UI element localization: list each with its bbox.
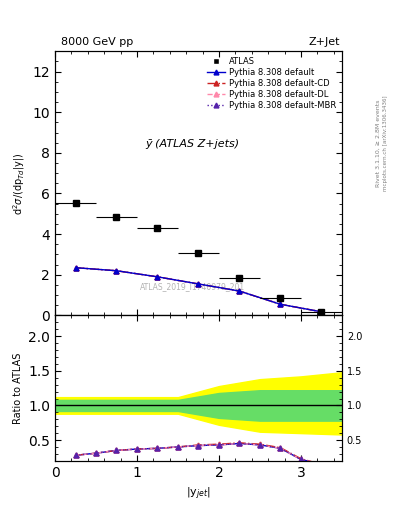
Text: Rivet 3.1.10, ≥ 2.8M events: Rivet 3.1.10, ≥ 2.8M events	[375, 100, 380, 187]
Y-axis label: d$^2$$\sigma$/(dp$_{Td}$|y|): d$^2$$\sigma$/(dp$_{Td}$|y|)	[11, 152, 27, 215]
Text: ATLAS_2019_I1740979_201: ATLAS_2019_I1740979_201	[140, 282, 245, 291]
Legend: ATLAS, Pythia 8.308 default, Pythia 8.308 default-CD, Pythia 8.308 default-DL, P: ATLAS, Pythia 8.308 default, Pythia 8.30…	[206, 55, 338, 112]
Text: ȳ (ATLAS Z+jets): ȳ (ATLAS Z+jets)	[146, 139, 240, 148]
X-axis label: |y$_{jet}$|: |y$_{jet}$|	[186, 485, 211, 502]
Text: 8000 GeV pp: 8000 GeV pp	[61, 37, 133, 47]
Text: Z+Jet: Z+Jet	[309, 37, 340, 47]
Y-axis label: Ratio to ATLAS: Ratio to ATLAS	[13, 352, 23, 424]
Text: mcplots.cern.ch [arXiv:1306.3436]: mcplots.cern.ch [arXiv:1306.3436]	[383, 96, 388, 191]
